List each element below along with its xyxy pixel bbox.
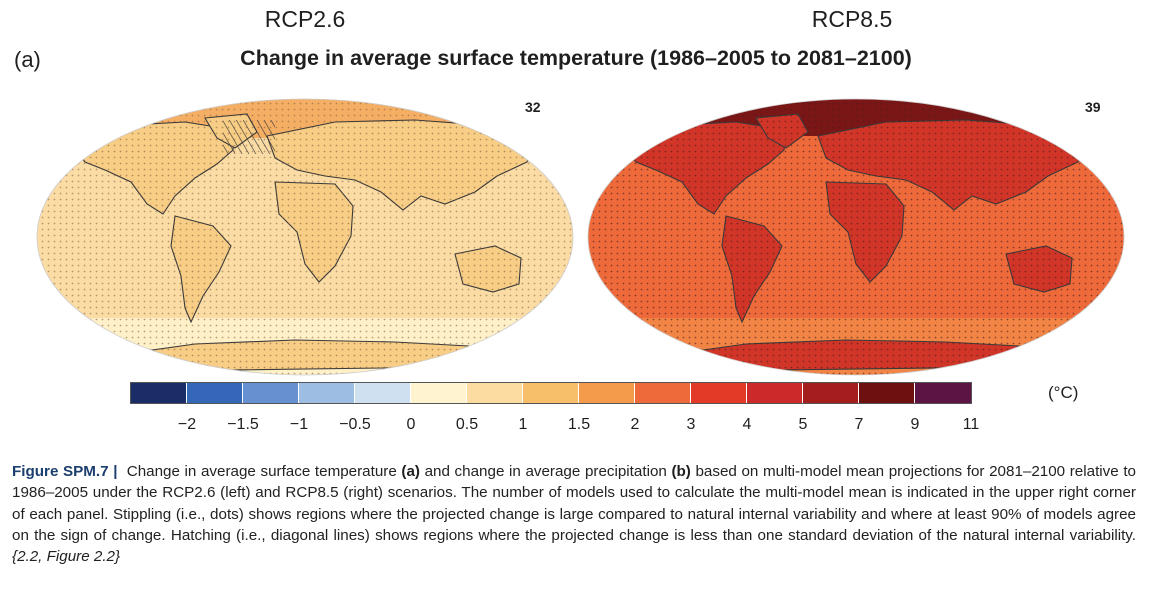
colorbar-tick-label: 1 — [518, 416, 528, 433]
map-outline — [36, 98, 574, 376]
colorbar-tick-label: 9 — [910, 416, 920, 433]
colorbar-segment — [635, 383, 691, 403]
colorbar-tick-label: −0.5 — [339, 416, 371, 433]
colorbar-segment — [411, 383, 467, 403]
model-count-left: 32 — [525, 99, 541, 115]
colorbar-segment — [355, 383, 411, 403]
colorbar-segment — [131, 383, 187, 403]
caption-b: (b) — [671, 463, 691, 480]
colorbar-tick-label: −2 — [177, 416, 197, 433]
colorbar-tick-label: 1.5 — [567, 416, 591, 433]
figure-caption: Figure SPM.7 | Change in average surface… — [12, 461, 1136, 567]
caption-text-1: Change in average surface temperature — [126, 463, 402, 480]
map-outline — [587, 98, 1125, 376]
map-rcp26 — [36, 98, 574, 376]
colorbar-segment — [747, 383, 803, 403]
colorbar-segment — [299, 383, 355, 403]
colorbar-tick-label: −1.5 — [227, 416, 259, 433]
colorbar-segment — [467, 383, 523, 403]
colorbar-segment — [691, 383, 747, 403]
scenario-label-rcp26: RCP2.6 — [264, 6, 346, 32]
colorbar-segment — [523, 383, 579, 403]
caption-a: (a) — [401, 463, 420, 480]
colorbar-tick-label: 7 — [854, 416, 864, 433]
colorbar-segment — [243, 383, 299, 403]
scenario-label-rcp85: RCP8.5 — [811, 6, 893, 32]
colorbar-tick-label: −1 — [289, 416, 309, 433]
colorbar-unit: (°C) — [1048, 383, 1079, 402]
caption-text-3: based on multi-model mean projections fo… — [12, 463, 1136, 544]
map-rcp85 — [587, 98, 1125, 376]
stippling — [37, 99, 573, 375]
caption-reference: {2.2, Figure 2.2} — [12, 548, 121, 566]
colorbar-segment — [803, 383, 859, 403]
caption-text-2: and change in average precipitation — [419, 463, 672, 480]
panel-letter: (a) — [14, 47, 41, 72]
colorbar-segment — [915, 383, 971, 403]
stippling — [588, 99, 1124, 375]
caption-label: Figure SPM.7 | — [12, 463, 118, 480]
colorbar-tick-label: 3 — [686, 416, 696, 433]
colorbar-segment — [859, 383, 915, 403]
colorbar-tick-label: 4 — [742, 416, 752, 433]
colorbar-tick-label: 5 — [798, 416, 808, 433]
colorbar-segment — [579, 383, 635, 403]
colorbar — [130, 382, 972, 404]
panel-title: Change in average surface temperature (1… — [240, 46, 912, 70]
colorbar-tick-label: 0 — [406, 416, 416, 433]
colorbar-tick-label: 11 — [962, 416, 980, 433]
colorbar-tick-label: 0.5 — [455, 416, 479, 433]
model-count-right: 39 — [1085, 99, 1101, 115]
colorbar-segment — [187, 383, 243, 403]
colorbar-tick-label: 2 — [630, 416, 640, 433]
